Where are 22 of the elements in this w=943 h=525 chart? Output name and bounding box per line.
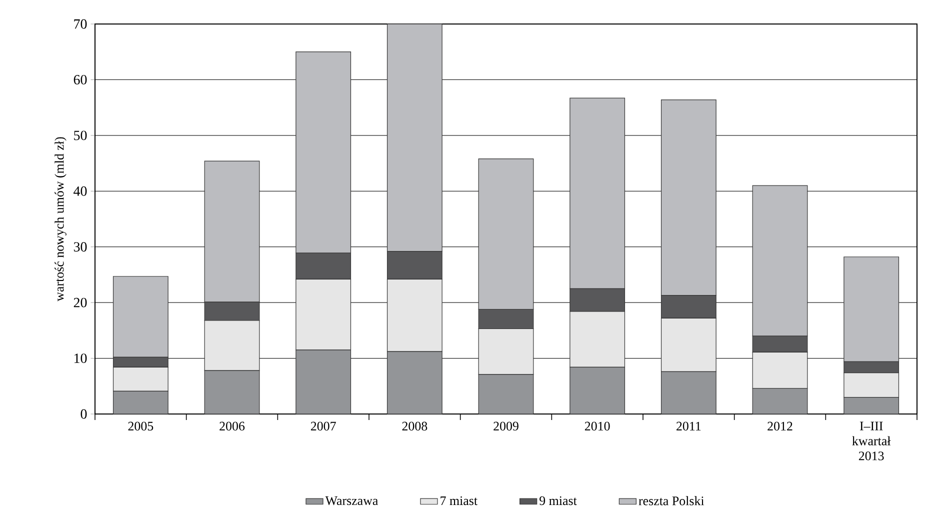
x-tick-label: 2006 [220,422,245,431]
y-tick-label: 70 [74,19,87,29]
x-tick-label: 2009 [494,422,518,431]
y-tick-label: 40 [74,186,87,196]
x-tick-label: 2007 [310,422,336,431]
legend-label: Warszawa [325,496,378,506]
y-axis-title: wartość nowych umów (mld zł) [54,137,66,302]
legend-label: 7 miast [440,496,478,506]
legend-label: reszta Polski [638,496,704,506]
x-tick-label: 2010 [584,422,610,431]
x-tick-label: 2012 [768,422,792,431]
x-tick-label: 2011 [676,422,701,431]
y-tick-label: 10 [74,354,87,363]
y-tick-label: 0 [80,409,87,419]
x-tick-label: 2005 [128,422,154,431]
x-tick-label: 2008 [402,422,428,431]
y-tick-label: 20 [74,298,87,308]
y-tick-label: 60 [74,75,87,84]
x-tick-label: I–III kwartał 2013 [852,422,891,460]
y-tick-label: 50 [74,130,87,140]
legend-label: 9 miast [540,496,577,506]
y-tick-label: 30 [74,242,87,252]
